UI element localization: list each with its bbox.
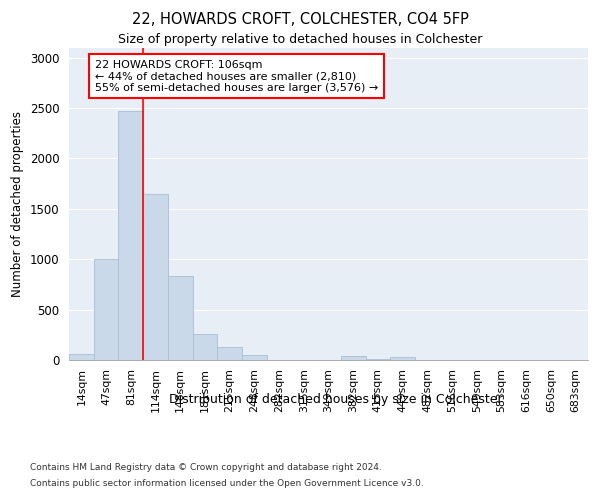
Y-axis label: Number of detached properties: Number of detached properties	[11, 111, 24, 296]
Bar	[118, 111, 143, 360]
Text: Distribution of detached houses by size in Colchester: Distribution of detached houses by size …	[169, 392, 503, 406]
Text: 22 HOWARDS CROFT: 106sqm
← 44% of detached houses are smaller (2,810)
55% of sem: 22 HOWARDS CROFT: 106sqm ← 44% of detach…	[95, 60, 378, 93]
Bar	[168, 276, 193, 360]
Bar	[143, 194, 168, 360]
Bar	[217, 347, 242, 360]
Text: Contains public sector information licensed under the Open Government Licence v3: Contains public sector information licen…	[30, 479, 424, 488]
Text: Size of property relative to detached houses in Colchester: Size of property relative to detached ho…	[118, 32, 482, 46]
Bar	[242, 355, 267, 360]
Bar	[94, 259, 118, 360]
Text: 22, HOWARDS CROFT, COLCHESTER, CO4 5FP: 22, HOWARDS CROFT, COLCHESTER, CO4 5FP	[131, 12, 469, 28]
Bar	[341, 356, 365, 360]
Bar	[69, 354, 94, 360]
Bar	[193, 334, 217, 360]
Text: Contains HM Land Registry data © Crown copyright and database right 2024.: Contains HM Land Registry data © Crown c…	[30, 462, 382, 471]
Bar	[390, 357, 415, 360]
